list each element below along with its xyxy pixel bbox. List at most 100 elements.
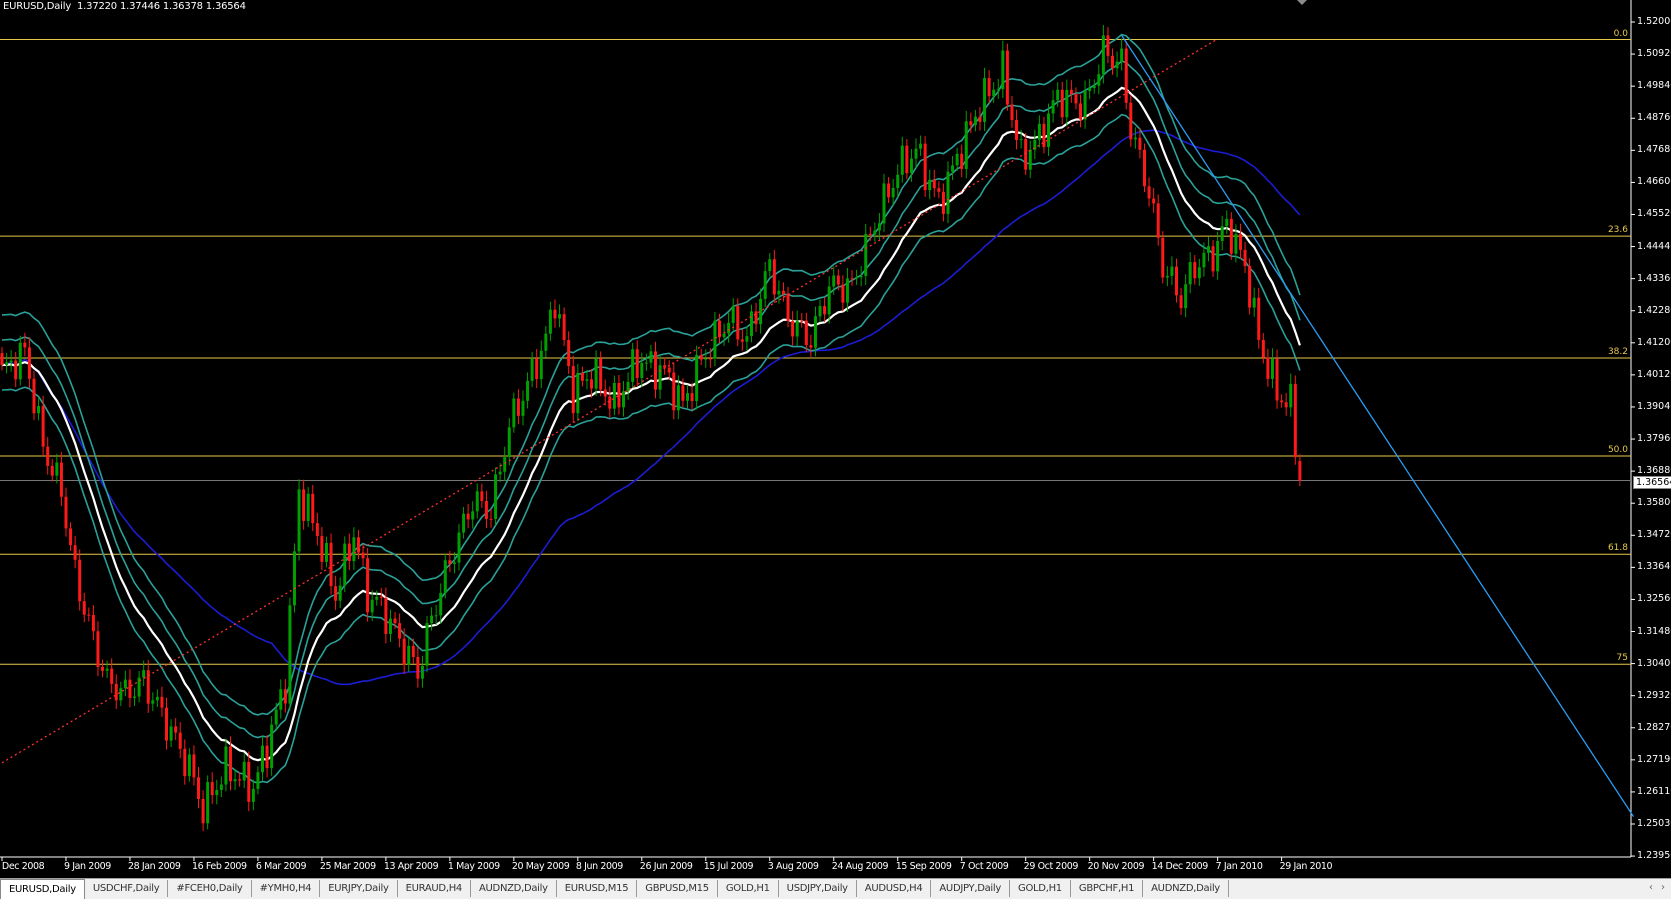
candle-body	[1060, 89, 1064, 118]
candle-body	[462, 513, 466, 533]
candle-body	[1298, 461, 1302, 481]
price-tick-label: 1.23950	[1637, 850, 1671, 862]
date-tick-label: 7 Oct 2009	[959, 861, 1009, 872]
price-chart[interactable]	[0, 0, 1671, 878]
candle-body	[1197, 267, 1201, 279]
candle-body	[855, 277, 859, 279]
chart-tab[interactable]: GOLD,H1	[1010, 880, 1071, 897]
candle-body	[73, 545, 77, 560]
candle-body	[717, 320, 721, 338]
chart-tab[interactable]: #FCEH0,Daily	[168, 880, 252, 897]
chart-tab[interactable]: USDJPY,Daily	[779, 880, 857, 897]
candle-body	[123, 679, 127, 689]
chart-tab[interactable]: #YMH0,H4	[252, 880, 321, 897]
chart-tab[interactable]: EURUSD,Daily	[0, 879, 85, 899]
candle-body	[622, 391, 626, 408]
candle-body	[704, 358, 708, 360]
date-tick-label: 15 Sep 2009	[895, 861, 952, 872]
date-tick-label: 3 Aug 2009	[767, 861, 819, 872]
candle-body	[1289, 383, 1293, 408]
date-tick-label: 25 Mar 2009	[319, 861, 376, 872]
candle-body	[507, 427, 511, 458]
candle-body	[539, 350, 543, 380]
candle-body	[256, 772, 260, 789]
candle-body	[832, 275, 836, 287]
candle-body	[763, 271, 767, 299]
candle-body	[425, 623, 429, 666]
chart-tab[interactable]: AUDNZD,Daily	[1143, 880, 1229, 897]
candle-body	[1133, 137, 1137, 140]
candle-body	[891, 187, 895, 198]
price-tick-label: 1.32560	[1637, 593, 1671, 605]
candle-body	[174, 726, 178, 733]
current-price-label: 1.36564	[1633, 476, 1671, 489]
scroll-left-icon[interactable]: ‹	[1649, 882, 1653, 893]
candle-body	[905, 145, 909, 174]
date-tick-label: 20 Nov 2009	[1087, 861, 1145, 872]
candle-body	[398, 623, 402, 639]
price-tick-label: 1.26110	[1637, 785, 1671, 797]
candle-body	[1284, 402, 1288, 408]
candle-body	[1138, 137, 1142, 150]
candle-body	[27, 347, 31, 379]
candle-body	[695, 354, 699, 401]
chart-tab[interactable]: AUDJPY,Daily	[931, 880, 1011, 897]
trendline	[1, 38, 1218, 764]
candle-body	[658, 365, 662, 390]
candle-body	[667, 367, 671, 373]
candle-body	[978, 116, 982, 122]
candle-body	[69, 528, 73, 546]
candle-body	[5, 362, 9, 366]
candle-body	[969, 121, 973, 126]
chart-tab[interactable]: USDCHF,Daily	[85, 880, 169, 897]
chart-window[interactable]: EURUSD,Daily 1.37220 1.37446 1.36378 1.3…	[0, 0, 1671, 878]
candle-body	[612, 382, 616, 409]
candle-body	[475, 491, 479, 512]
candle-body	[1156, 203, 1160, 238]
candle-body	[46, 446, 50, 466]
candle-body	[311, 493, 315, 524]
candle-body	[484, 500, 488, 519]
chart-tab[interactable]: GBPUSD,M15	[637, 880, 718, 897]
chart-tab[interactable]: EURAUD,H4	[398, 880, 471, 897]
date-tick-label: 28 Jan 2009	[127, 861, 181, 872]
price-tick-label: 1.48760	[1637, 112, 1671, 124]
chart-tab[interactable]: GBPCHF,H1	[1071, 880, 1144, 897]
candle-body	[55, 462, 59, 476]
fibonacci-level-label: 38.2	[1607, 346, 1628, 357]
candle-body	[251, 788, 255, 802]
candle-body	[379, 596, 383, 598]
chart-tab[interactable]: EURJPY,Daily	[320, 880, 398, 897]
candle-body	[759, 298, 763, 325]
candle-body	[626, 381, 630, 392]
candle-body	[416, 657, 420, 679]
candle-body	[1248, 266, 1252, 308]
candle-body	[1143, 149, 1146, 187]
candle-body	[238, 779, 242, 781]
candle-body	[265, 745, 269, 769]
chart-tab[interactable]: GOLD,H1	[718, 880, 779, 897]
envelope-line	[1, 33, 1301, 716]
candle-body	[1270, 358, 1274, 379]
chart-tab[interactable]: AUDUSD,H4	[857, 880, 932, 897]
candle-body	[914, 148, 918, 159]
trendline	[1121, 35, 1635, 817]
chart-tab[interactable]: EURUSD,M15	[557, 880, 638, 897]
candle-body	[329, 542, 333, 587]
price-tick-label: 1.37960	[1637, 433, 1671, 445]
price-tick-label: 1.30400	[1637, 657, 1671, 669]
candle-body	[521, 400, 525, 416]
candle-body	[1019, 139, 1023, 141]
candle-body	[393, 618, 397, 624]
candle-body	[768, 259, 772, 272]
candle-body	[142, 670, 146, 678]
candle-body	[1111, 55, 1115, 69]
candle-body	[206, 782, 210, 824]
candle-body	[1056, 89, 1060, 101]
candle-body	[0, 353, 4, 366]
price-tick-label: 1.39040	[1637, 400, 1671, 412]
chart-tab[interactable]: AUDNZD,Daily	[471, 880, 557, 897]
scroll-right-icon[interactable]: ›	[1661, 882, 1665, 893]
price-tick-label: 1.29320	[1637, 689, 1671, 701]
date-tick-label: 15 Jul 2009	[703, 861, 754, 872]
